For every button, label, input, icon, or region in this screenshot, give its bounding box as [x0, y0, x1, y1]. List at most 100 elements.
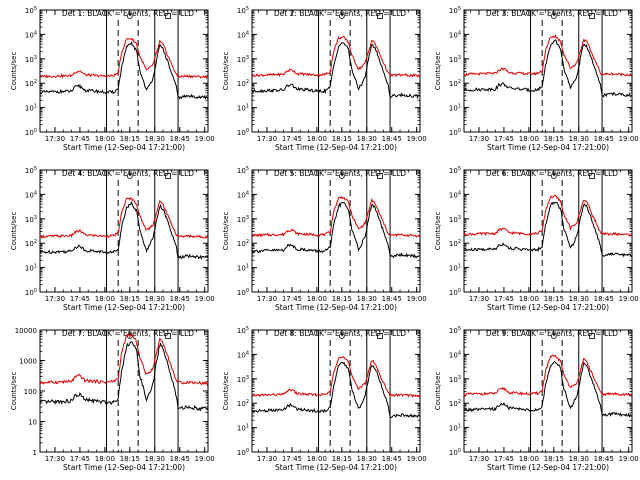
plot-frame	[463, 169, 633, 293]
y-tick-exponent: 3	[458, 375, 461, 381]
y-tick-label: 100	[24, 388, 37, 396]
orbit-square-symbol	[165, 13, 171, 19]
y-tick-exponent: 1	[246, 104, 249, 110]
orbit-square-symbol	[377, 13, 383, 19]
y-tick-label: 102	[449, 239, 461, 248]
y-tick-label: 10000	[15, 327, 37, 335]
x-tick-label: 18:15	[544, 455, 564, 463]
panel-title: Det 3: BLACK = Events, RED = LLD	[486, 9, 618, 18]
x-tick-label: 18:30	[357, 455, 377, 463]
x-tick-label: 19:00	[407, 135, 427, 143]
plot-frame	[39, 329, 209, 453]
y-tick-exponent: 1	[34, 264, 37, 270]
series-lld-line	[39, 37, 209, 80]
y-tick-label: 100	[237, 288, 249, 297]
y-tick-label: 100	[25, 288, 37, 297]
series-events-line	[463, 201, 633, 258]
plot-frame	[39, 9, 209, 133]
x-tick-label: 18:45	[382, 455, 402, 463]
y-tick-exponent: 2	[246, 239, 249, 245]
x-tick-label: 19:00	[407, 295, 427, 303]
x-axis-label: Start Time (12-Sep-04 17:21:00)	[487, 143, 609, 152]
x-tick-label: 18:45	[594, 295, 614, 303]
y-tick-label: 103	[25, 215, 37, 224]
orbit-circle-symbol	[550, 173, 557, 179]
series-events-line	[463, 39, 633, 98]
y-tick-exponent: 3	[246, 215, 249, 221]
y-tick-exponent: 5	[34, 6, 37, 12]
x-tick-label: 18:45	[382, 295, 402, 303]
y-tick-label: 102	[237, 79, 249, 88]
y-tick-label: 104	[25, 190, 37, 199]
panel-det-6: Det 6: BLACK = Events, RED = LLD10010110…	[434, 166, 639, 312]
x-axis-label: Start Time (12-Sep-04 17:21:00)	[275, 303, 397, 312]
orbit-circle-symbol	[126, 13, 133, 19]
y-tick-label: 103	[237, 55, 249, 64]
panel-det-5: Det 5: BLACK = Events, RED = LLD10010110…	[222, 166, 427, 312]
y-tick-label: 102	[237, 399, 249, 408]
y-tick-exponent: 1	[34, 104, 37, 110]
x-tick-label: 18:15	[544, 295, 564, 303]
orbit-circle-symbol	[550, 13, 557, 19]
y-tick-exponent: 1	[246, 264, 249, 270]
y-tick-exponent: 0	[458, 128, 461, 134]
y-tick-label: 105	[449, 6, 461, 15]
y-tick-label: 104	[25, 30, 37, 39]
x-tick-label: 18:00	[519, 455, 539, 463]
y-tick-exponent: 0	[34, 288, 37, 294]
y-tick-exponent: 5	[246, 166, 249, 172]
x-tick-label: 17:30	[469, 295, 489, 303]
y-tick-label: 101	[237, 264, 249, 273]
y-tick-exponent: 3	[246, 375, 249, 381]
panel-title: Det 7: BLACK = Events, RED = LLD	[62, 329, 194, 338]
orbit-square-symbol	[589, 333, 595, 339]
x-axis-label: Start Time (12-Sep-04 17:21:00)	[487, 463, 609, 472]
y-tick-exponent: 5	[246, 6, 249, 12]
y-tick-label: 101	[237, 104, 249, 113]
x-tick-label: 18:45	[170, 135, 190, 143]
series-lld-line	[251, 35, 421, 78]
x-tick-label: 17:45	[282, 295, 302, 303]
x-tick-label: 18:00	[307, 135, 327, 143]
series-lld-line	[39, 333, 209, 387]
x-tick-label: 18:00	[95, 295, 115, 303]
y-tick-exponent: 2	[458, 399, 461, 405]
x-tick-label: 18:30	[357, 295, 377, 303]
x-tick-label: 18:15	[120, 295, 140, 303]
x-tick-label: 19:00	[619, 135, 639, 143]
orbit-square-symbol	[377, 333, 383, 339]
x-tick-label: 18:45	[170, 295, 190, 303]
x-tick-label: 17:30	[469, 455, 489, 463]
y-tick-label: 103	[449, 375, 461, 384]
y-tick-exponent: 1	[458, 104, 461, 110]
y-tick-label: 103	[237, 375, 249, 384]
x-tick-label: 19:00	[195, 455, 215, 463]
x-tick-label: 17:45	[70, 135, 90, 143]
y-tick-exponent: 4	[458, 190, 461, 196]
y-axis-label: Counts/sec	[222, 372, 230, 411]
x-tick-label: 18:30	[145, 295, 165, 303]
x-tick-label: 18:00	[519, 135, 539, 143]
series-lld-line	[463, 194, 633, 237]
x-tick-label: 18:30	[569, 135, 589, 143]
x-tick-label: 18:15	[544, 135, 564, 143]
series-events-line	[463, 360, 633, 418]
y-tick-exponent: 5	[458, 6, 461, 12]
series-events-line	[251, 361, 421, 419]
x-tick-label: 17:30	[257, 295, 277, 303]
x-tick-label: 18:00	[307, 295, 327, 303]
x-axis-label: Start Time (12-Sep-04 17:21:00)	[63, 303, 185, 312]
y-tick-exponent: 4	[458, 30, 461, 36]
x-tick-label: 18:30	[569, 455, 589, 463]
y-axis-label: Counts/sec	[434, 52, 442, 91]
y-tick-exponent: 5	[458, 326, 461, 332]
y-tick-label: 101	[25, 264, 37, 273]
series-lld-line	[251, 355, 421, 398]
x-axis-label: Start Time (12-Sep-04 17:21:00)	[63, 143, 185, 152]
x-tick-label: 17:45	[494, 295, 514, 303]
x-tick-label: 17:30	[469, 135, 489, 143]
panel-det-7: Det 7: BLACK = Events, RED = LLD 1 10 100 10…	[10, 327, 215, 472]
y-tick-label: 100	[449, 448, 461, 457]
panel-title: Det 1: BLACK = Events, RED = LLD	[62, 9, 194, 18]
